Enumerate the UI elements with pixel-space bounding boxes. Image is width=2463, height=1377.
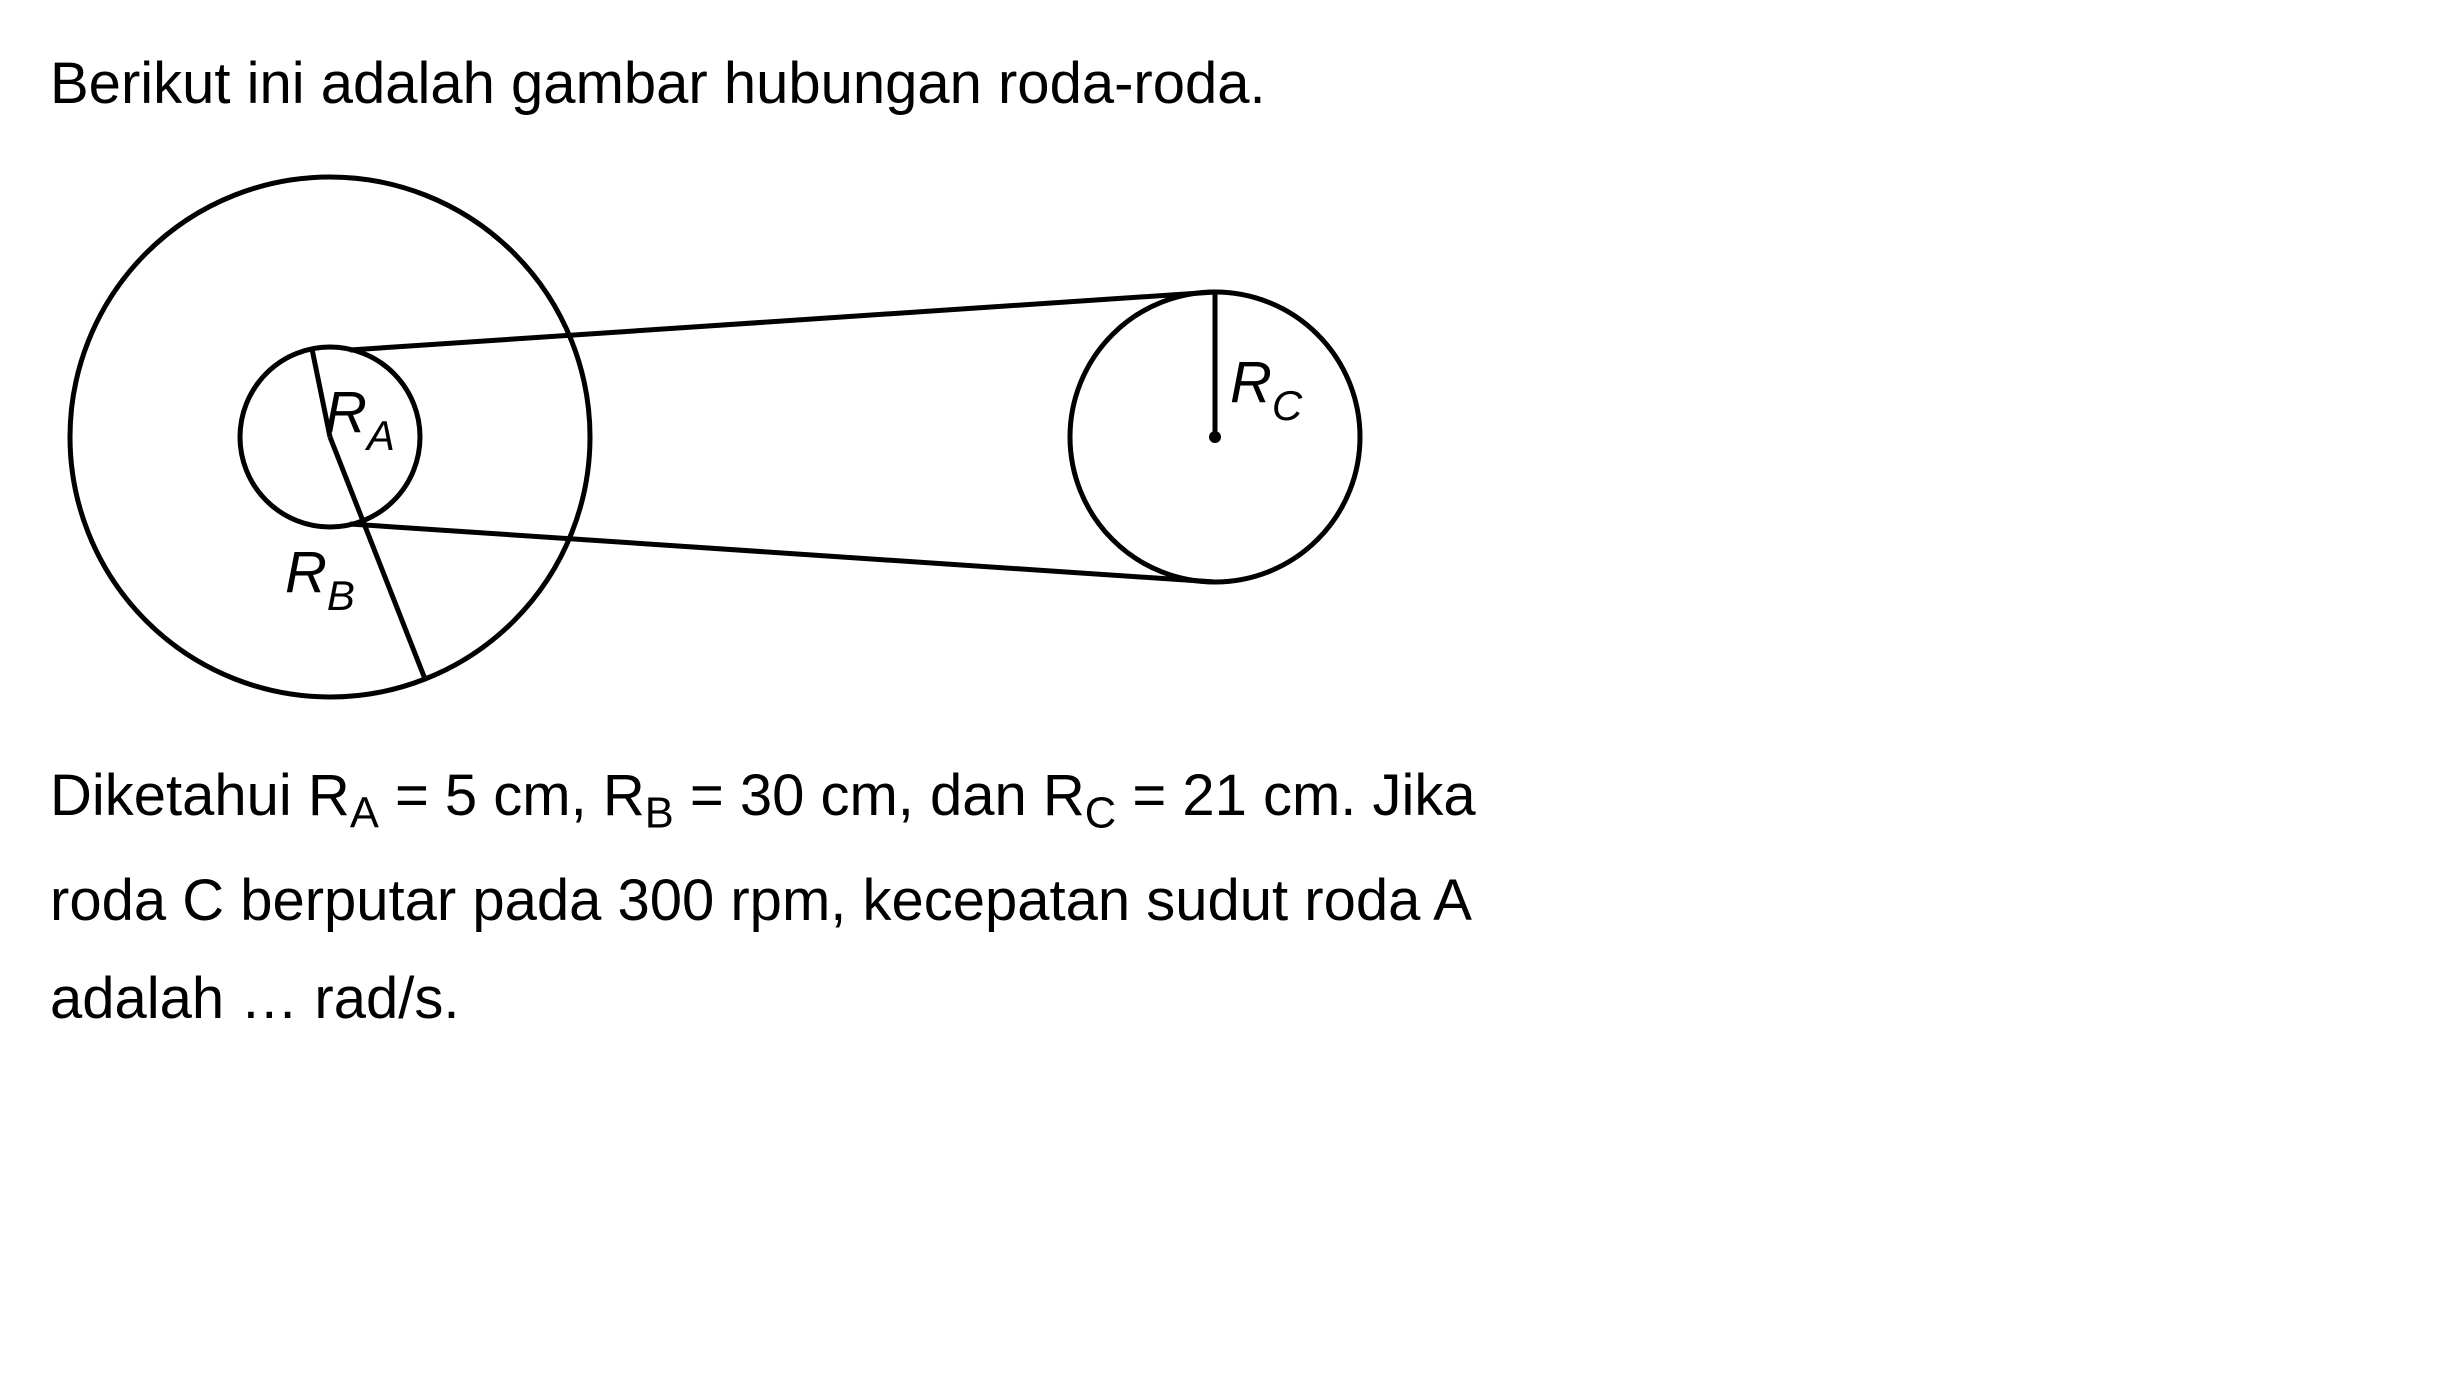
q-subA: A: [350, 790, 379, 838]
svg-text:RB: RB: [285, 540, 355, 619]
q-mid2: = 30 cm, dan R: [674, 763, 1085, 828]
q-subC: C: [1085, 790, 1116, 838]
intro-text: Berikut ini adalah gambar hubungan roda-…: [50, 40, 2413, 127]
q-line2: roda C berputar pada 300 rpm, kecepatan …: [50, 868, 1472, 933]
q-mid1: = 5 cm, R: [379, 763, 645, 828]
svg-text:RC: RC: [1230, 350, 1303, 429]
q-subB: B: [645, 790, 674, 838]
q-end1: = 21 cm. Jika: [1116, 763, 1475, 828]
question-text: Diketahui RA = 5 cm, RB = 30 cm, dan RC …: [50, 747, 2413, 1049]
q-line3: adalah … rad/s.: [50, 966, 459, 1031]
q-prefix: Diketahui R: [50, 763, 350, 828]
diagram-svg: RARBRC: [50, 147, 1550, 727]
gear-diagram: RARBRC: [50, 147, 2413, 727]
